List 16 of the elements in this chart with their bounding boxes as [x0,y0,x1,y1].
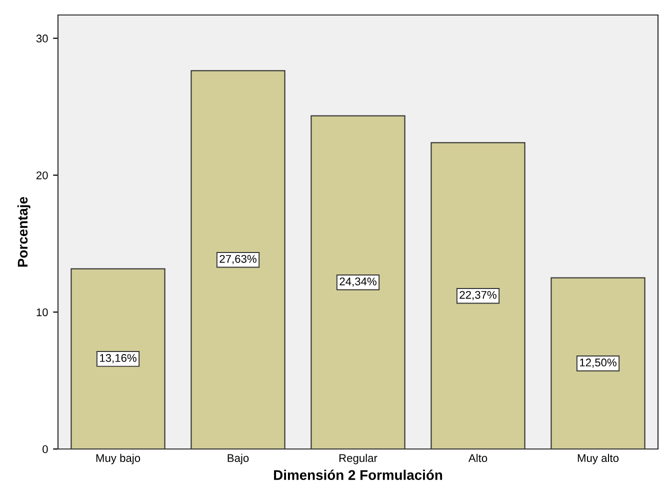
data-label: 13,16% [100,354,136,364]
y-tick-label: 0 [42,445,48,454]
x-tick-label: Muy alto [578,454,619,464]
y-tick-label: 30 [36,34,48,42]
x-tick-label: Alto [468,454,488,462]
y-tick-label: 10 [36,308,48,316]
data-label: 22,37% [460,290,496,300]
x-tick-label: Bajo [228,454,249,464]
data-label: 27,63% [220,254,256,264]
y-tick-label: 20 [36,171,48,180]
x-tick-label: Regular [339,454,378,464]
x-tick-label: Muy bajo [96,454,140,464]
y-axis-title: Porcentaje [17,196,30,267]
data-label: 12,50% [580,358,616,368]
data-label: 24,34% [340,277,376,287]
x-axis-title: Dimensión 2 Formulación [274,470,442,480]
